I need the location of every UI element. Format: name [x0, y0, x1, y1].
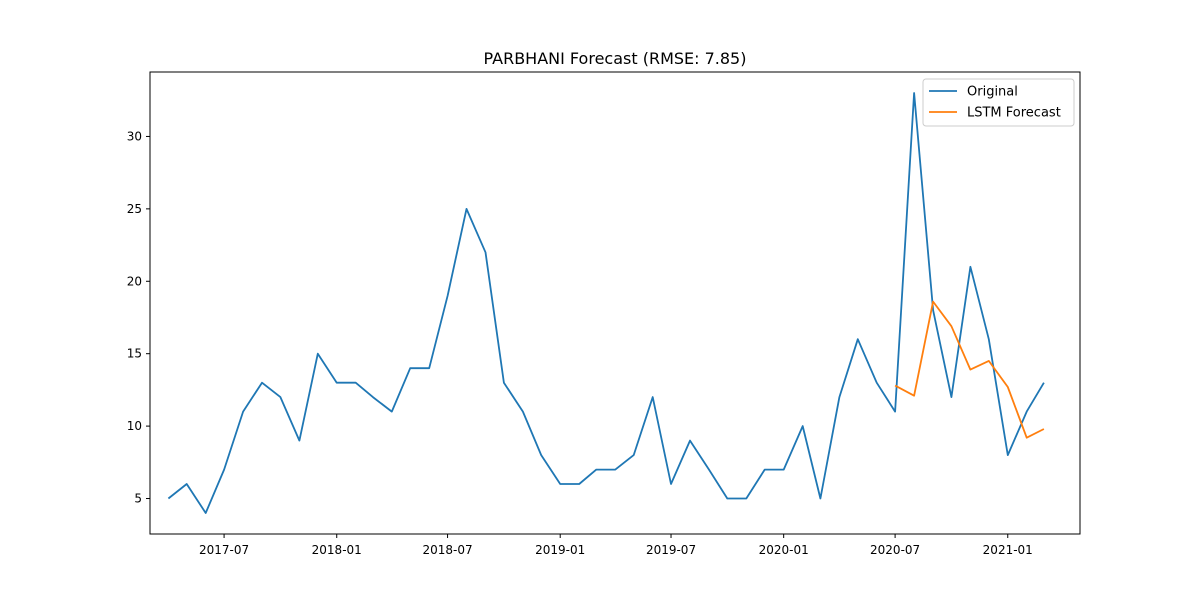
legend-box [922, 78, 1075, 127]
y-tick-label: 10 [127, 419, 142, 433]
x-axis: 2017-07 2018-01 2018-07 2019-01 2019-07 2020-… [199, 534, 1033, 557]
y-tick-label: 5 [134, 492, 142, 506]
y-tick-label: 15 [127, 347, 142, 361]
legend-label: Original [967, 85, 1018, 100]
plot-area [149, 71, 1081, 535]
y-tick-label: 25 [127, 202, 142, 216]
x-tick-label: 2019-07 [646, 543, 696, 557]
series-line-lstm-forecast [894, 300, 1045, 439]
y-tick-label: 30 [127, 129, 142, 143]
y-tick-label: 20 [127, 274, 142, 288]
series-layer [167, 92, 1045, 514]
x-tick-label: 2018-01 [312, 543, 362, 557]
legend-label: LSTM Forecast [967, 106, 1061, 121]
legend: Original LSTM Forecast [922, 78, 1075, 127]
x-tick-label: 2019-01 [535, 543, 585, 557]
y-axis: 5 10 15 20 25 30 [127, 129, 150, 506]
series-line-original [167, 92, 1045, 514]
x-tick-label: 2017-07 [199, 543, 249, 557]
x-tick-label: 2020-07 [870, 543, 920, 557]
x-tick-label: 2021-01 [983, 543, 1033, 557]
x-tick-label: 2018-07 [422, 543, 472, 557]
x-tick-label: 2020-01 [759, 543, 809, 557]
chart-title: PARBHANI Forecast (RMSE: 7.85) [484, 49, 747, 68]
